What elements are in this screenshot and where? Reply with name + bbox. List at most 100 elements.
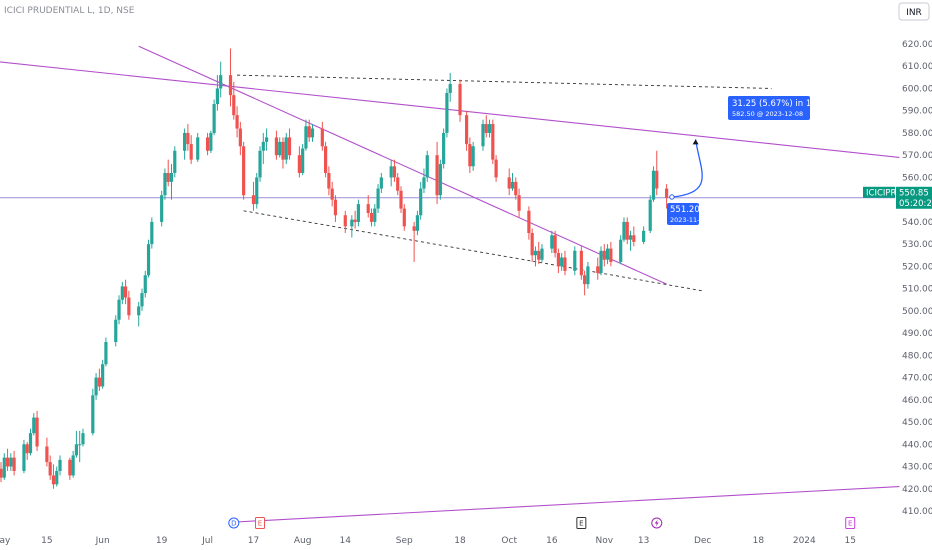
- price-tick-label: 500.00: [902, 307, 932, 317]
- upper-trendline[interactable]: [0, 60, 900, 158]
- candle: [242, 141, 246, 200]
- time-tick-label: May: [0, 536, 11, 546]
- candle: [392, 159, 397, 182]
- candle: [297, 146, 301, 178]
- candle: [438, 159, 442, 200]
- candle: [327, 166, 331, 196]
- candle: [468, 137, 472, 173]
- candle-body: [209, 132, 213, 151]
- event-marker-box: [576, 517, 587, 529]
- candle-body: [242, 146, 246, 196]
- projection-target-box: [728, 96, 810, 120]
- candle: [238, 121, 242, 156]
- candle: [402, 204, 406, 231]
- current-price-box: [896, 186, 932, 209]
- projection-arrowhead: [692, 139, 699, 145]
- candle: [186, 124, 190, 151]
- current-price-value: 550.85: [899, 188, 929, 198]
- projection-start-point[interactable]: [669, 194, 675, 200]
- candle: [163, 168, 167, 200]
- candle-body: [419, 188, 423, 216]
- event-marker[interactable]: D: [228, 517, 240, 529]
- price-tick-label: 440.00: [902, 440, 932, 450]
- candle-body: [264, 137, 269, 142]
- candle: [281, 137, 285, 169]
- candle: [389, 159, 393, 187]
- bottom-dashed[interactable]: [243, 210, 703, 292]
- event-marker[interactable]: E: [255, 517, 266, 529]
- price-tick-label: 470.00: [902, 374, 932, 384]
- candle-body: [609, 248, 613, 262]
- projection-arc[interactable]: [671, 139, 703, 198]
- candle-body: [281, 141, 285, 160]
- candle: [422, 168, 426, 193]
- event-marker[interactable]: E: [845, 517, 856, 529]
- candle-body: [484, 124, 488, 133]
- candle-body: [619, 239, 623, 262]
- time-tick-label: Jun: [95, 536, 110, 546]
- candle: [196, 132, 200, 162]
- candle: [330, 181, 334, 207]
- price-tick-label: 420.00: [902, 485, 932, 495]
- currency-button[interactable]: INR: [898, 2, 930, 21]
- candle-body: [412, 226, 416, 231]
- currency-button-label[interactable]: INR: [906, 8, 922, 18]
- candle: [235, 106, 239, 138]
- candle-body: [415, 215, 420, 231]
- candle-body: [402, 208, 406, 227]
- candle: [55, 466, 59, 487]
- candle: [232, 81, 236, 120]
- candle: [9, 453, 13, 471]
- candle: [150, 217, 154, 249]
- candle: [343, 210, 347, 234]
- candle-body: [219, 75, 223, 89]
- descending-trendline[interactable]: [138, 45, 667, 285]
- candle-body: [78, 444, 82, 446]
- candle: [101, 359, 105, 389]
- candle-body: [51, 475, 56, 485]
- price-tick-label: 460.00: [902, 396, 932, 406]
- candle: [25, 442, 29, 460]
- candle: [205, 132, 210, 156]
- price-axis[interactable]: 410.00 420.00 430.00 440.00 450.00 460.00 470.…: [863, 40, 932, 517]
- price-tick-label: 590.00: [902, 107, 932, 117]
- candle: [550, 230, 554, 254]
- candle-body: [530, 233, 534, 256]
- candle: [166, 159, 170, 187]
- candle: [189, 135, 193, 165]
- candle-body: [556, 253, 560, 267]
- candle: [120, 281, 124, 305]
- candle: [376, 184, 380, 214]
- candle-body: [251, 195, 256, 205]
- candle: [491, 119, 495, 165]
- candle-body: [261, 141, 265, 151]
- event-marker[interactable]: [651, 517, 663, 529]
- symbol-title: ICICI PRUDENTIAL L, 1D, NSE: [4, 6, 135, 16]
- candle: [353, 210, 357, 229]
- candle: [648, 195, 652, 234]
- candle: [487, 119, 492, 138]
- current-symbol-box: [863, 186, 895, 198]
- candle-body: [71, 455, 75, 476]
- candle-body: [101, 364, 105, 387]
- event-marker-box: [845, 517, 856, 529]
- time-axis[interactable]: May 15 Jun 19 Jul 17 Aug 14 Sep 18 Oct 16 Nov 13 Dec 18…: [0, 536, 856, 546]
- candle-body: [278, 141, 282, 156]
- candle-body: [333, 199, 338, 216]
- candle: [123, 279, 128, 305]
- time-tick-label: 2024: [793, 536, 816, 546]
- candle-body: [120, 286, 124, 300]
- candle: [284, 132, 288, 165]
- candle-body: [510, 181, 515, 189]
- candle-body: [212, 104, 216, 133]
- candle-body: [664, 188, 669, 198]
- candle: [261, 132, 265, 165]
- event-marker[interactable]: E: [576, 517, 587, 529]
- bottom-trendline[interactable]: [233, 485, 900, 523]
- event-marker-letter: D: [231, 520, 236, 528]
- candle: [553, 230, 557, 258]
- top-dashed[interactable]: [237, 74, 772, 89]
- candle-body: [173, 150, 177, 173]
